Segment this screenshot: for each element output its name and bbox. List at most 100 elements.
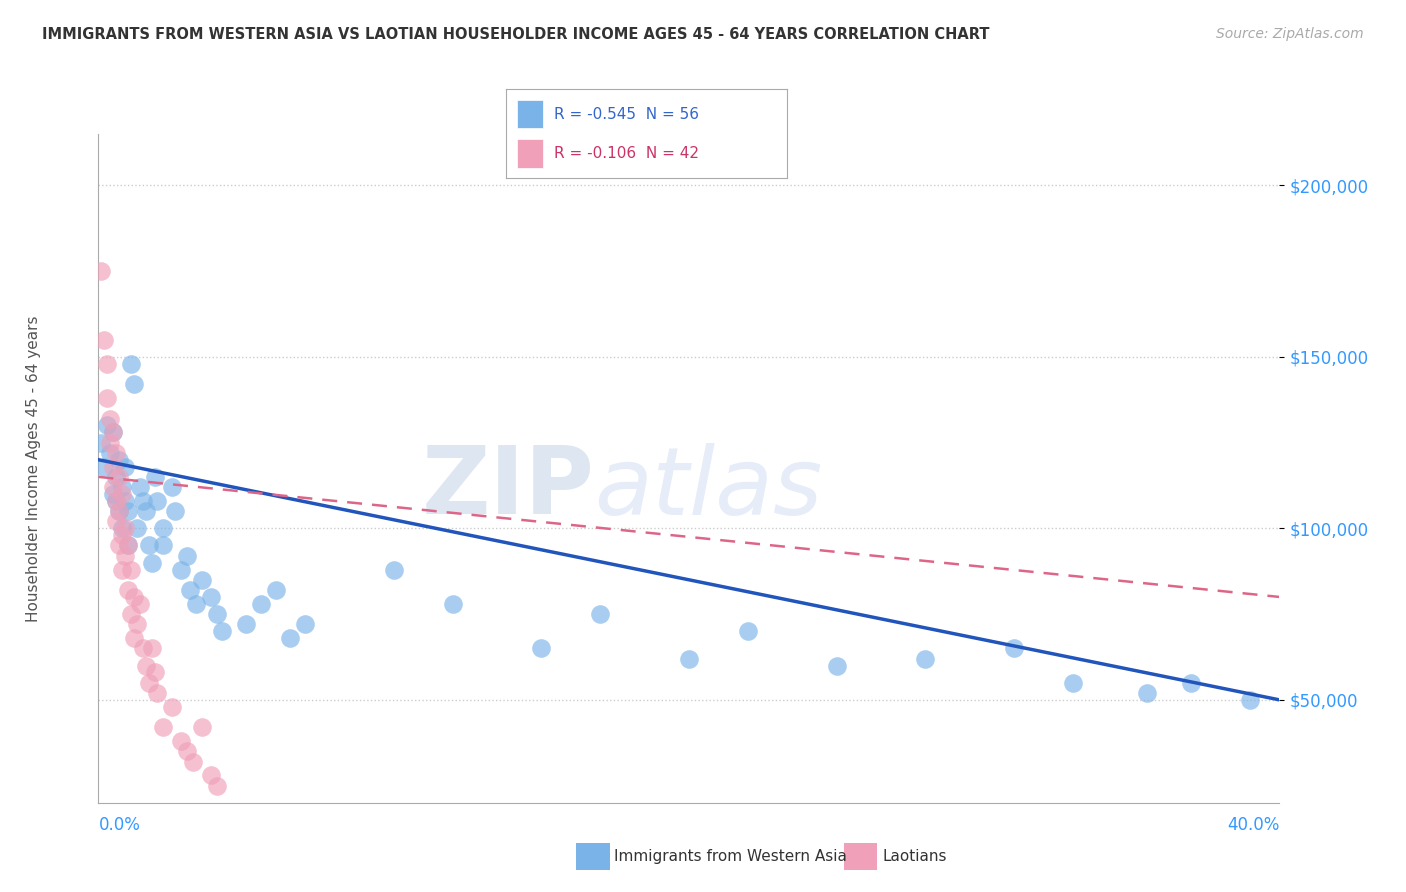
Point [250, 597, 273, 611]
Point [90, 264, 112, 278]
Point [176, 744, 198, 758]
Point [162, 480, 183, 494]
Point [200, 590, 222, 604]
Point [205, 607, 228, 621]
Point [111, 528, 134, 542]
Point [184, 597, 207, 611]
Point [181, 755, 204, 769]
Point [138, 675, 160, 690]
Text: IMMIGRANTS FROM WESTERN ASIA VS LAOTIAN HOUSEHOLDER INCOME AGES 45 - 64 YEARS CO: IMMIGRANTS FROM WESTERN ASIA VS LAOTIAN … [42, 27, 990, 42]
Point [441, 597, 464, 611]
Point [103, 425, 125, 440]
Point [125, 521, 148, 535]
Point [108, 470, 131, 484]
Point [1135, 686, 1157, 700]
Point [165, 504, 187, 518]
Point [98, 411, 121, 425]
Text: Laotians: Laotians [883, 849, 948, 863]
Point [114, 459, 136, 474]
Point [120, 357, 142, 371]
Point [105, 515, 128, 529]
Point [111, 521, 134, 535]
Point [103, 480, 125, 494]
Point [114, 549, 136, 563]
Point [143, 470, 166, 484]
Point [108, 452, 131, 467]
Point [117, 539, 139, 553]
Point [382, 562, 405, 576]
Point [737, 624, 759, 639]
Point [93, 333, 115, 347]
Point [135, 658, 157, 673]
Point [117, 539, 139, 553]
Point [111, 487, 134, 501]
Point [114, 521, 136, 535]
Point [678, 651, 700, 665]
Point [152, 539, 174, 553]
Point [141, 641, 163, 656]
Point [162, 699, 183, 714]
Bar [517, 100, 543, 128]
Point [105, 494, 128, 508]
Point [96, 418, 118, 433]
Point [146, 686, 169, 700]
Point [170, 734, 193, 748]
Point [191, 720, 214, 734]
Point [138, 539, 160, 553]
Point [120, 607, 142, 621]
Point [122, 377, 145, 392]
Point [135, 504, 157, 518]
Point [103, 425, 125, 440]
Point [90, 435, 112, 450]
Point [152, 521, 174, 535]
Point [111, 562, 134, 576]
Point [105, 446, 128, 460]
Point [825, 658, 848, 673]
Point [1239, 693, 1261, 707]
Point [132, 641, 155, 656]
Text: 40.0%: 40.0% [1227, 816, 1279, 834]
Point [111, 480, 134, 494]
Point [122, 590, 145, 604]
Point [170, 562, 193, 576]
Point [120, 562, 142, 576]
Point [589, 607, 612, 621]
Point [108, 504, 131, 518]
Point [176, 549, 198, 563]
Point [1180, 675, 1202, 690]
Point [103, 487, 125, 501]
Point [108, 504, 131, 518]
Point [146, 494, 169, 508]
Point [98, 446, 121, 460]
Point [117, 583, 139, 598]
Text: R = -0.545  N = 56: R = -0.545 N = 56 [554, 107, 699, 121]
Text: ZIP: ZIP [422, 442, 595, 534]
Point [117, 504, 139, 518]
Point [141, 556, 163, 570]
Point [108, 539, 131, 553]
Point [114, 494, 136, 508]
Point [122, 631, 145, 645]
Point [96, 357, 118, 371]
Point [278, 631, 302, 645]
Bar [517, 139, 543, 168]
Text: 0.0%: 0.0% [98, 816, 141, 834]
Point [125, 617, 148, 632]
Point [96, 391, 118, 405]
Point [105, 494, 128, 508]
Point [128, 597, 150, 611]
Point [205, 779, 228, 793]
Point [105, 470, 128, 484]
Point [179, 583, 201, 598]
Text: Householder Income Ages 45 - 64 years: Householder Income Ages 45 - 64 years [25, 315, 41, 622]
Point [530, 641, 553, 656]
Text: Source: ZipAtlas.com: Source: ZipAtlas.com [1216, 27, 1364, 41]
Point [98, 435, 121, 450]
Point [200, 768, 222, 782]
Text: atlas: atlas [595, 442, 823, 534]
Point [152, 720, 174, 734]
Point [914, 651, 936, 665]
Point [143, 665, 166, 680]
Point [235, 617, 257, 632]
Point [1062, 675, 1084, 690]
